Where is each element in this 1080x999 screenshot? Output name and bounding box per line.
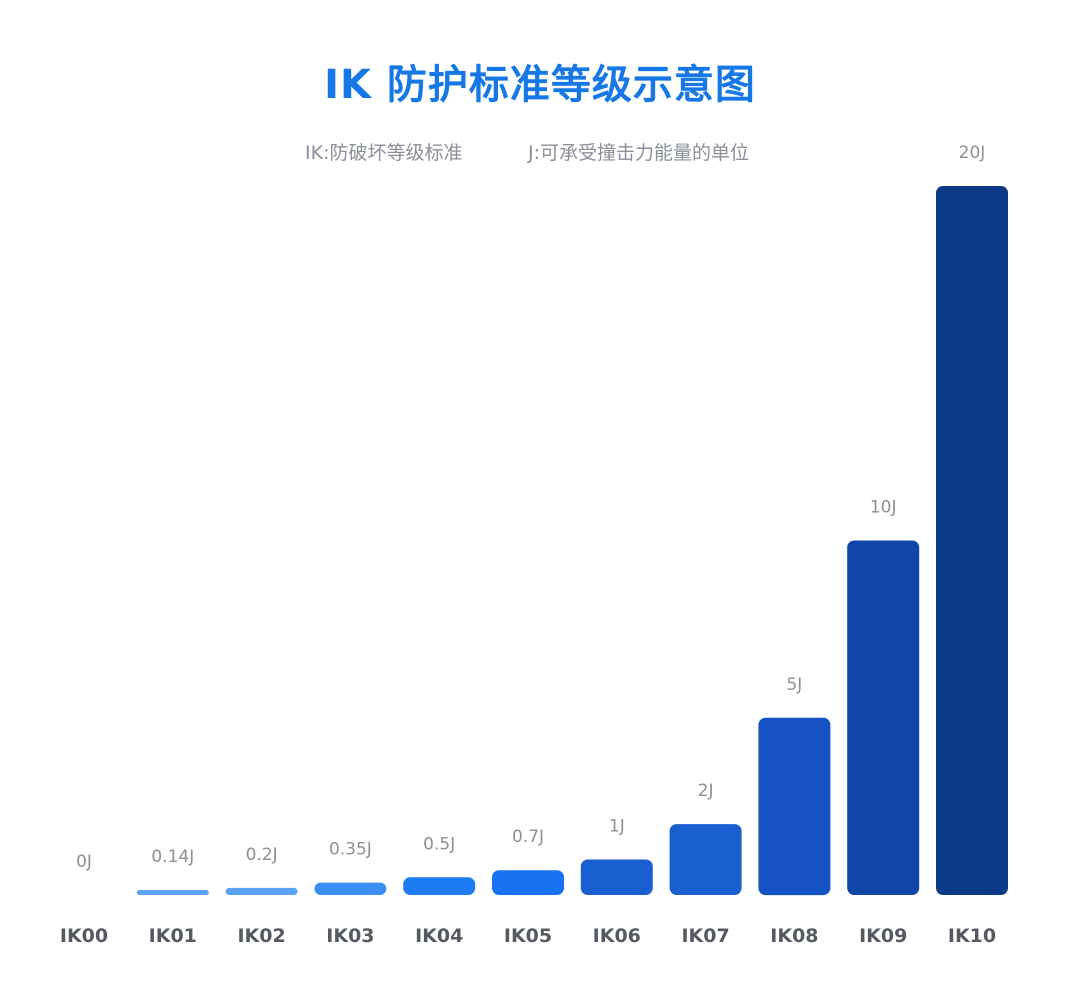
bar-ik02 <box>225 887 298 895</box>
value-label-ik05: 0.7J <box>512 827 544 847</box>
category-label-ik06: IK06 <box>593 925 641 947</box>
bar-ik04 <box>403 877 476 895</box>
value-label-ik02: 0.2J <box>246 845 278 865</box>
value-label-ik07: 2J <box>698 781 714 801</box>
bar-ik06 <box>580 859 653 895</box>
value-label-ik10: 20J <box>959 143 986 163</box>
category-label-ik08: IK08 <box>770 925 818 947</box>
legend-note-joule: J:可承受撞击力能量的单位 <box>528 142 750 164</box>
category-label-ik07: IK07 <box>681 925 729 947</box>
category-label-ik02: IK02 <box>237 925 285 947</box>
category-label-ik04: IK04 <box>415 925 463 947</box>
value-label-ik09: 10J <box>870 498 897 518</box>
bar-ik09 <box>847 540 920 895</box>
bar-ik08 <box>758 717 831 896</box>
bar-ik05 <box>492 870 564 895</box>
bar-ik01 <box>136 890 209 895</box>
bar-ik07 <box>669 824 742 895</box>
value-label-ik06: 1J <box>609 817 625 837</box>
category-label-ik01: IK01 <box>149 925 197 947</box>
value-label-ik08: 5J <box>786 675 802 695</box>
value-label-ik00: 0J <box>76 852 92 872</box>
bar-ik10 <box>936 186 1008 895</box>
category-label-ik05: IK05 <box>504 925 552 947</box>
chart-title: IK 防护标准等级示意图 <box>324 62 756 108</box>
category-labels-group: IK00 IK01 IK02 IK03 IK04 IK05 IK06 IK07 IK08 IK09… <box>60 925 996 947</box>
value-label-ik04: 0.5J <box>423 834 455 854</box>
category-label-ik03: IK03 <box>326 925 374 947</box>
category-label-ik10: IK10 <box>948 925 996 947</box>
category-label-ik00: IK00 <box>60 925 108 947</box>
category-label-ik09: IK09 <box>859 925 907 947</box>
value-labels-group: 0J 0.14J 0.2J 0.35J 0.5J 0.7J 1J 2J 5J 10J 20J <box>76 143 985 872</box>
bar-ik03 <box>314 882 387 895</box>
value-label-ik01: 0.14J <box>151 847 194 867</box>
value-label-ik03: 0.35J <box>329 840 372 860</box>
legend-note-ik: IK:防破坏等级标准 <box>305 142 463 164</box>
bars-group <box>136 186 1008 896</box>
